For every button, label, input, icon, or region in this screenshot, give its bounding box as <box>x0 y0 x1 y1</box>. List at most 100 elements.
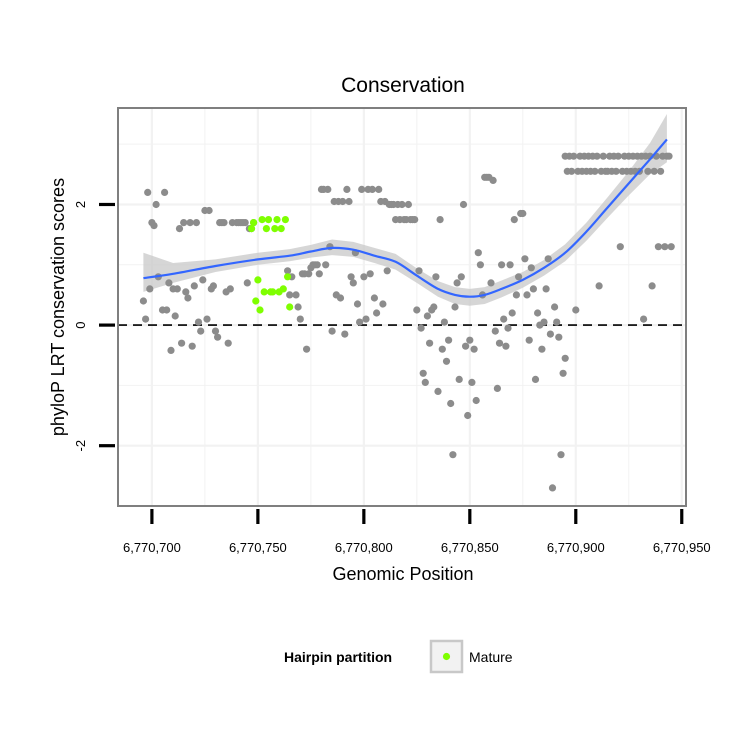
data-point <box>661 243 669 251</box>
mature-point <box>256 306 264 314</box>
data-point <box>220 219 228 227</box>
mature-point <box>277 225 285 233</box>
data-point <box>379 300 387 308</box>
data-point <box>495 339 504 347</box>
data-point <box>599 152 607 160</box>
data-point <box>347 273 355 281</box>
mature-point <box>269 288 277 296</box>
data-point <box>292 291 300 299</box>
data-point <box>555 333 563 341</box>
plot-panel <box>117 107 687 507</box>
data-point <box>182 288 190 296</box>
data-point <box>442 357 451 365</box>
legend-label-mature: Mature <box>469 649 513 665</box>
data-point <box>184 294 192 302</box>
data-point <box>226 285 234 293</box>
data-point <box>459 200 468 209</box>
data-point <box>296 315 304 323</box>
mature-point <box>254 276 262 284</box>
data-point <box>468 378 476 386</box>
data-point <box>341 330 349 338</box>
data-point <box>313 261 321 269</box>
data-point <box>286 291 294 299</box>
data-point <box>534 309 542 317</box>
data-point <box>640 315 648 323</box>
mature-point <box>258 216 266 224</box>
mature-point <box>262 225 270 233</box>
data-point <box>491 327 499 335</box>
data-point <box>498 261 506 269</box>
data-point <box>546 330 555 338</box>
mature-point <box>281 216 289 224</box>
legend: Hairpin partition Mature <box>284 639 513 674</box>
data-point <box>614 152 622 160</box>
y-axis-title: phyloP LRT conservation scores <box>48 178 68 436</box>
legend-title: Hairpin partition <box>284 649 392 665</box>
data-point <box>544 255 552 263</box>
data-point <box>353 300 362 308</box>
legend-key-mature <box>442 652 451 661</box>
data-point <box>644 167 652 175</box>
data-point <box>616 243 624 251</box>
chart-title: Conservation <box>341 74 465 97</box>
data-point <box>205 206 213 215</box>
data-point <box>194 318 203 326</box>
x-tick-label: 6,770,900 <box>547 540 605 555</box>
data-point <box>519 209 527 218</box>
data-point <box>398 200 406 209</box>
data-point <box>515 273 523 281</box>
data-point <box>657 167 665 175</box>
data-point <box>453 279 461 287</box>
mature-point <box>264 216 273 224</box>
data-points <box>139 152 675 492</box>
data-point <box>667 243 675 251</box>
data-point <box>366 270 374 278</box>
x-tick-label: 6,770,700 <box>123 540 181 555</box>
data-point <box>648 282 656 290</box>
data-point <box>413 306 421 314</box>
x-tick-label: 6,770,850 <box>441 540 499 555</box>
data-point <box>175 225 184 233</box>
data-point <box>373 309 381 317</box>
data-point <box>487 279 495 287</box>
data-point <box>521 255 529 263</box>
data-point <box>447 399 455 408</box>
data-point <box>451 303 459 311</box>
data-point <box>548 484 557 492</box>
y-tick-label: 2 <box>73 201 88 208</box>
data-point <box>146 285 154 293</box>
data-point <box>173 285 181 293</box>
data-point <box>557 451 565 459</box>
data-point <box>542 285 550 293</box>
data-point <box>214 333 222 341</box>
data-point <box>538 345 546 353</box>
data-point <box>303 345 311 353</box>
data-point <box>171 312 179 320</box>
mature-point <box>252 297 260 305</box>
data-point <box>500 315 508 323</box>
data-point <box>411 216 419 224</box>
y-tick-label: 0 <box>73 321 88 328</box>
data-point <box>152 200 160 209</box>
data-point <box>489 176 497 184</box>
mature-point <box>284 273 292 281</box>
data-point <box>434 387 442 395</box>
data-point <box>531 375 540 383</box>
data-point <box>368 185 376 193</box>
data-point <box>553 318 561 326</box>
y-axis: -2 0 2 <box>73 201 115 451</box>
data-point <box>336 294 345 302</box>
data-point <box>356 318 364 326</box>
data-point <box>243 279 251 287</box>
data-point <box>472 396 480 405</box>
data-point <box>540 318 548 326</box>
data-point <box>419 369 427 377</box>
data-point <box>525 336 533 344</box>
data-point <box>349 279 357 287</box>
data-point <box>180 219 188 227</box>
data-point <box>345 197 353 206</box>
data-point <box>305 270 313 278</box>
data-point <box>551 303 559 311</box>
mature-point <box>271 225 279 233</box>
